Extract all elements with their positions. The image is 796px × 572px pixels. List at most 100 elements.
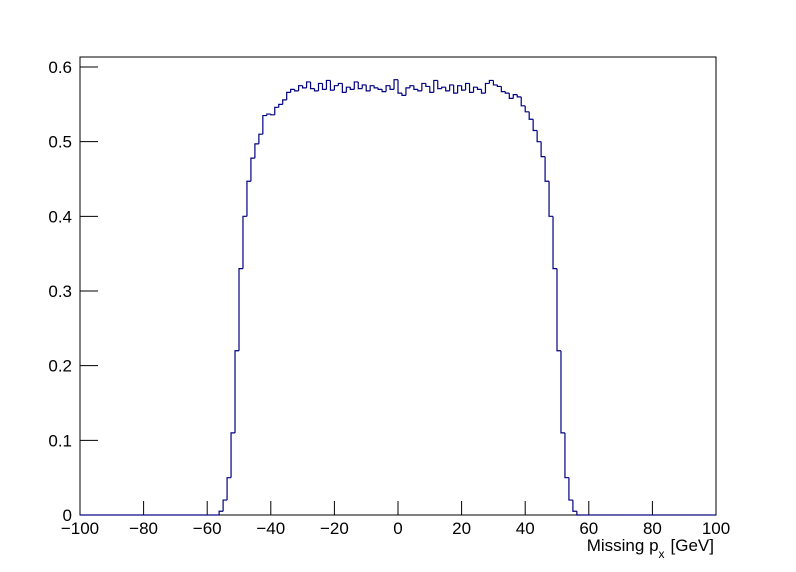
histogram-step <box>325 79 331 90</box>
x-tick-label: −40 <box>256 519 285 538</box>
histogram-step <box>274 106 279 115</box>
histogram-step <box>238 268 243 351</box>
histogram-step <box>409 85 414 88</box>
histogram-step <box>381 89 387 93</box>
y-tick-label: 0.5 <box>48 133 72 152</box>
histogram-step <box>576 511 581 516</box>
x-tick-label: −80 <box>129 519 158 538</box>
x-tick-label: −100 <box>61 519 99 538</box>
y-tick-label: 0.1 <box>48 431 72 450</box>
histogram-step <box>254 143 259 159</box>
x-label-subscript: x <box>659 547 665 561</box>
histogram-step <box>484 82 490 94</box>
x-tick-label: −20 <box>320 519 349 538</box>
histogram-step <box>564 432 569 479</box>
histogram-step <box>425 83 430 88</box>
histogram-step <box>298 85 303 91</box>
histogram-step <box>321 83 327 91</box>
histogram-step <box>437 80 442 90</box>
histogram-step <box>508 93 514 99</box>
y-tick-label: 0.4 <box>48 207 72 226</box>
x-tick-label: 40 <box>516 519 535 538</box>
histogram-step <box>266 113 271 116</box>
x-axis-title: Missing px [GeV] <box>587 536 714 561</box>
x-tick-label: 20 <box>452 519 471 538</box>
histogram-step <box>369 85 375 91</box>
histogram-step <box>445 87 450 92</box>
histogram-step <box>329 80 335 91</box>
histogram-step <box>341 83 347 93</box>
histogram-step <box>560 350 565 434</box>
histogram-step <box>317 82 323 91</box>
histogram-step <box>468 83 474 93</box>
histogram-step <box>540 141 546 158</box>
histogram-step <box>222 499 228 512</box>
histogram-step <box>357 81 363 90</box>
histogram-step <box>548 181 554 217</box>
y-tick-label: 0.3 <box>48 282 72 301</box>
histogram-step <box>500 86 506 93</box>
histogram-step <box>568 477 573 501</box>
histogram-step <box>230 432 236 478</box>
histogram-step <box>278 103 283 108</box>
histogram-step <box>385 85 391 92</box>
plot-frame <box>79 56 717 516</box>
histogram-step <box>226 477 232 501</box>
histogram-step <box>397 79 402 94</box>
histogram-step <box>353 81 359 90</box>
histogram-step <box>421 82 426 91</box>
x-tick-label: 100 <box>702 519 730 538</box>
histogram-step <box>393 79 398 90</box>
histogram-step <box>282 99 287 105</box>
x-tick-label: 80 <box>643 519 662 538</box>
histogram-step <box>218 510 224 515</box>
histogram-step <box>258 133 263 144</box>
histogram-step <box>361 84 367 89</box>
histogram-step <box>556 268 561 352</box>
histogram-step <box>270 114 275 116</box>
histogram-step <box>405 87 410 96</box>
histogram-step <box>309 81 315 90</box>
histogram-step <box>373 85 379 89</box>
histogram-step <box>441 86 446 89</box>
histogram-step <box>433 79 438 93</box>
histogram-step <box>496 84 502 88</box>
histogram-step <box>492 80 498 86</box>
histogram-step <box>504 91 510 94</box>
histogram-step <box>377 87 383 91</box>
histogram-step <box>488 79 494 84</box>
histogram-step <box>337 82 343 86</box>
histogram-step <box>349 87 355 91</box>
histogram-step <box>464 82 470 91</box>
histogram-step <box>536 130 542 143</box>
histogram-step <box>262 114 267 135</box>
histogram-step <box>516 94 522 98</box>
histogram-step <box>305 81 311 88</box>
histogram-step <box>429 86 434 93</box>
histogram-step <box>528 111 534 120</box>
histogram-step <box>401 93 406 96</box>
histogram-step <box>472 86 478 93</box>
x-tick-label: 0 <box>393 519 402 538</box>
y-tick-label: 0 <box>63 506 72 525</box>
histogram-step <box>480 89 486 94</box>
histogram-step <box>413 85 418 91</box>
histogram-step <box>520 96 526 107</box>
histogram-step <box>333 85 339 91</box>
histogram-step <box>250 157 255 182</box>
histogram-step <box>461 85 466 91</box>
histogram-step <box>345 86 351 93</box>
histogram-step <box>512 94 518 99</box>
x-tick-label: 60 <box>579 519 598 538</box>
histogram-step <box>365 84 371 92</box>
histogram-step <box>417 89 422 92</box>
histogram-step <box>242 215 247 269</box>
histogram-step <box>524 105 530 113</box>
histogram-step <box>457 85 462 94</box>
histogram-step <box>302 85 307 89</box>
histogram-step <box>453 84 458 94</box>
histogram-step <box>234 350 239 433</box>
histogram-step <box>389 85 395 91</box>
histogram-step <box>246 180 251 217</box>
